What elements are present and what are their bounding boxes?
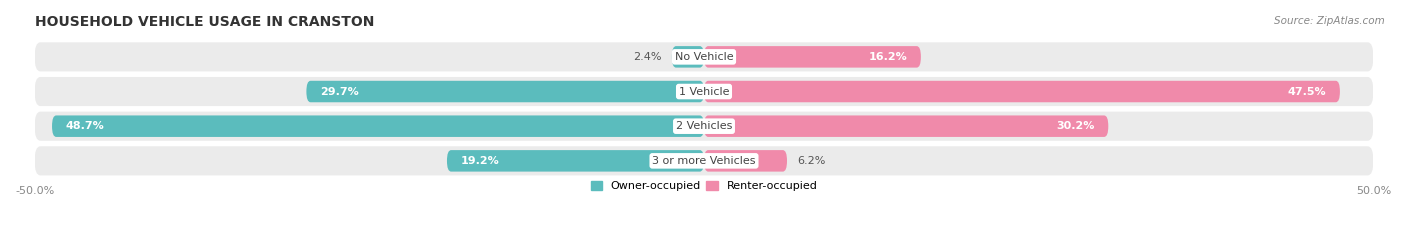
FancyBboxPatch shape <box>704 81 1340 102</box>
FancyBboxPatch shape <box>447 150 704 171</box>
Text: No Vehicle: No Vehicle <box>675 52 734 62</box>
Legend: Owner-occupied, Renter-occupied: Owner-occupied, Renter-occupied <box>586 177 821 196</box>
Text: 16.2%: 16.2% <box>869 52 907 62</box>
FancyBboxPatch shape <box>35 42 1374 72</box>
Text: 6.2%: 6.2% <box>797 156 827 166</box>
FancyBboxPatch shape <box>672 46 704 68</box>
Text: 3 or more Vehicles: 3 or more Vehicles <box>652 156 756 166</box>
Text: 30.2%: 30.2% <box>1056 121 1095 131</box>
FancyBboxPatch shape <box>35 112 1374 141</box>
FancyBboxPatch shape <box>35 146 1374 175</box>
Text: 48.7%: 48.7% <box>66 121 104 131</box>
FancyBboxPatch shape <box>35 77 1374 106</box>
FancyBboxPatch shape <box>704 46 921 68</box>
Text: 29.7%: 29.7% <box>319 86 359 96</box>
Text: 2.4%: 2.4% <box>633 52 661 62</box>
FancyBboxPatch shape <box>52 115 704 137</box>
FancyBboxPatch shape <box>307 81 704 102</box>
Text: HOUSEHOLD VEHICLE USAGE IN CRANSTON: HOUSEHOLD VEHICLE USAGE IN CRANSTON <box>35 15 374 29</box>
Text: 1 Vehicle: 1 Vehicle <box>679 86 730 96</box>
Text: 2 Vehicles: 2 Vehicles <box>676 121 733 131</box>
FancyBboxPatch shape <box>704 115 1108 137</box>
Text: Source: ZipAtlas.com: Source: ZipAtlas.com <box>1274 16 1385 26</box>
Text: 47.5%: 47.5% <box>1288 86 1326 96</box>
Text: 19.2%: 19.2% <box>460 156 499 166</box>
FancyBboxPatch shape <box>704 150 787 171</box>
